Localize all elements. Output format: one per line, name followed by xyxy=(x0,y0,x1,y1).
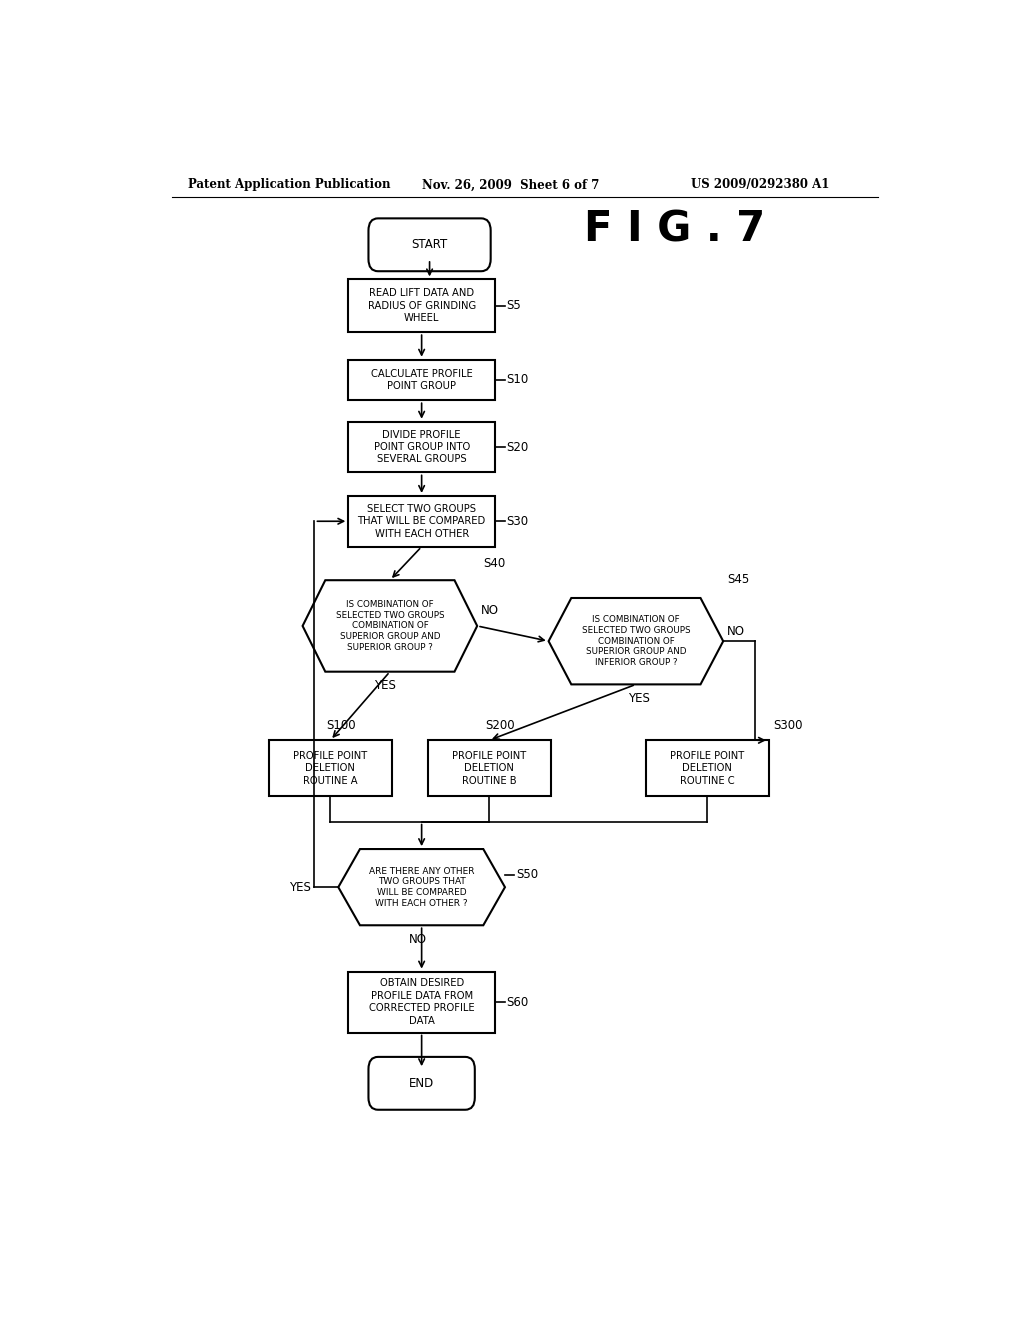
FancyBboxPatch shape xyxy=(348,972,495,1032)
Text: S5: S5 xyxy=(506,300,521,313)
FancyBboxPatch shape xyxy=(348,496,495,546)
Text: YES: YES xyxy=(289,880,310,894)
Polygon shape xyxy=(338,849,505,925)
Text: S100: S100 xyxy=(327,719,356,733)
Text: READ LIFT DATA AND
RADIUS OF GRINDING
WHEEL: READ LIFT DATA AND RADIUS OF GRINDING WH… xyxy=(368,288,476,323)
Text: NO: NO xyxy=(727,624,745,638)
Text: START: START xyxy=(412,239,447,251)
FancyBboxPatch shape xyxy=(348,280,495,333)
Text: S20: S20 xyxy=(506,441,528,454)
Text: YES: YES xyxy=(628,692,650,705)
FancyBboxPatch shape xyxy=(348,359,495,400)
Text: CALCULATE PROFILE
POINT GROUP: CALCULATE PROFILE POINT GROUP xyxy=(371,368,472,391)
Polygon shape xyxy=(549,598,723,684)
Text: S60: S60 xyxy=(506,995,528,1008)
FancyBboxPatch shape xyxy=(369,1057,475,1110)
Text: NO: NO xyxy=(481,605,499,618)
Text: DIVIDE PROFILE
POINT GROUP INTO
SEVERAL GROUPS: DIVIDE PROFILE POINT GROUP INTO SEVERAL … xyxy=(374,429,470,465)
Text: S50: S50 xyxy=(516,869,539,882)
Text: F I G . 7: F I G . 7 xyxy=(585,209,766,251)
Text: OBTAIN DESIRED
PROFILE DATA FROM
CORRECTED PROFILE
DATA: OBTAIN DESIRED PROFILE DATA FROM CORRECT… xyxy=(369,978,474,1026)
Text: SELECT TWO GROUPS
THAT WILL BE COMPARED
WITH EACH OTHER: SELECT TWO GROUPS THAT WILL BE COMPARED … xyxy=(357,504,485,539)
Text: PROFILE POINT
DELETION
ROUTINE B: PROFILE POINT DELETION ROUTINE B xyxy=(452,751,526,785)
Text: NO: NO xyxy=(409,933,427,946)
Text: S300: S300 xyxy=(773,719,802,733)
FancyBboxPatch shape xyxy=(348,421,495,473)
FancyBboxPatch shape xyxy=(646,741,769,796)
FancyBboxPatch shape xyxy=(369,218,490,271)
Text: S200: S200 xyxy=(485,719,515,733)
Text: S30: S30 xyxy=(506,515,528,528)
Text: Nov. 26, 2009  Sheet 6 of 7: Nov. 26, 2009 Sheet 6 of 7 xyxy=(422,178,599,191)
Text: PROFILE POINT
DELETION
ROUTINE C: PROFILE POINT DELETION ROUTINE C xyxy=(670,751,744,785)
Text: S45: S45 xyxy=(727,573,750,586)
Text: S40: S40 xyxy=(483,557,506,570)
FancyBboxPatch shape xyxy=(428,741,551,796)
Text: YES: YES xyxy=(374,680,396,693)
Text: IS COMBINATION OF
SELECTED TWO GROUPS
COMBINATION OF
SUPERIOR GROUP AND
INFERIOR: IS COMBINATION OF SELECTED TWO GROUPS CO… xyxy=(582,615,690,667)
Text: Patent Application Publication: Patent Application Publication xyxy=(187,178,390,191)
Text: US 2009/0292380 A1: US 2009/0292380 A1 xyxy=(691,178,829,191)
Polygon shape xyxy=(303,581,477,672)
Text: PROFILE POINT
DELETION
ROUTINE A: PROFILE POINT DELETION ROUTINE A xyxy=(293,751,368,785)
Text: END: END xyxy=(409,1077,434,1090)
Text: S10: S10 xyxy=(506,374,528,387)
Text: IS COMBINATION OF
SELECTED TWO GROUPS
COMBINATION OF
SUPERIOR GROUP AND
SUPERIOR: IS COMBINATION OF SELECTED TWO GROUPS CO… xyxy=(336,601,444,652)
FancyBboxPatch shape xyxy=(269,741,392,796)
Text: ARE THERE ANY OTHER
TWO GROUPS THAT
WILL BE COMPARED
WITH EACH OTHER ?: ARE THERE ANY OTHER TWO GROUPS THAT WILL… xyxy=(369,866,474,908)
